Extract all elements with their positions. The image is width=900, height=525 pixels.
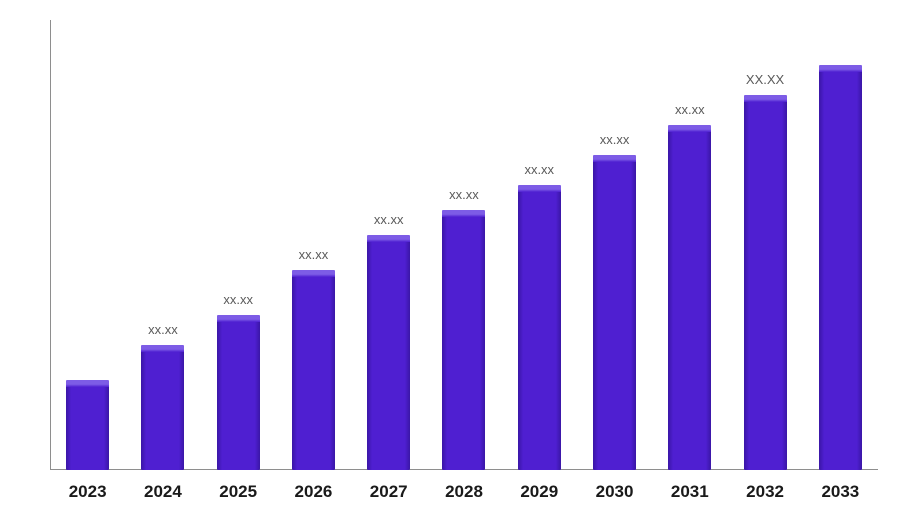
- bar-value-label: XX.XX: [746, 72, 784, 87]
- bar-slot: xx.xx: [502, 20, 577, 470]
- bar-cap: [217, 315, 260, 322]
- bar-slot: xx.xx: [351, 20, 426, 470]
- bar-chart: xx.xx xx.xx xx.xx xx.xx xx.xx xx.xx xx.xx xx.xx…: [0, 0, 900, 525]
- bar-value-label: xx.xx: [374, 212, 404, 227]
- bar-slot: xx.xx: [652, 20, 727, 470]
- bar: [668, 125, 711, 470]
- bar-face: [442, 217, 485, 470]
- bar-slot: XX.XX: [727, 20, 802, 470]
- x-axis-tick-label: 2026: [295, 482, 333, 502]
- bar: [819, 65, 862, 470]
- x-axis-tick-label: 2023: [69, 482, 107, 502]
- bar-cap: [442, 210, 485, 217]
- bar-cap: [668, 125, 711, 132]
- x-axis-tick-label: 2029: [520, 482, 558, 502]
- bar-face: [141, 352, 184, 470]
- x-axis-tick-label: 2025: [219, 482, 257, 502]
- bar: [66, 380, 109, 470]
- bar-cap: [819, 65, 862, 72]
- bar-slot: xx.xx: [426, 20, 501, 470]
- bar-value-label: xx.xx: [524, 162, 554, 177]
- bar-slot: [50, 20, 125, 470]
- bar-value-label: xx.xx: [299, 247, 329, 262]
- bar-cap: [593, 155, 636, 162]
- x-axis-tick-label: 2028: [445, 482, 483, 502]
- bar-face: [819, 72, 862, 470]
- bar-value-label: xx.xx: [148, 322, 178, 337]
- bar: [744, 95, 787, 470]
- bar-value-label: xx.xx: [675, 102, 705, 117]
- bar: [593, 155, 636, 470]
- bar-cap: [66, 380, 109, 387]
- bar-face: [593, 162, 636, 470]
- bar: [518, 185, 561, 470]
- bar-slot: xx.xx: [125, 20, 200, 470]
- bar-value-label: xx.xx: [600, 132, 630, 147]
- x-axis-tick-label: 2033: [821, 482, 859, 502]
- bar-face: [744, 102, 787, 470]
- bar: [367, 235, 410, 470]
- bar-face: [668, 132, 711, 470]
- bar: [141, 345, 184, 470]
- x-axis-tick-label: 2027: [370, 482, 408, 502]
- bar: [442, 210, 485, 470]
- bar-slot: [803, 20, 878, 470]
- x-axis-tick-label: 2032: [746, 482, 784, 502]
- bar-cap: [518, 185, 561, 192]
- bar-cap: [292, 270, 335, 277]
- bar-cap: [367, 235, 410, 242]
- x-axis-tick-label: 2030: [596, 482, 634, 502]
- bar-cap: [141, 345, 184, 352]
- bar-face: [66, 387, 109, 470]
- bar-face: [292, 277, 335, 470]
- x-axis-labels: 2023 2024 2025 2026 2027 2028 2029 2030 2031 2032…: [50, 470, 878, 525]
- bar: [217, 315, 260, 470]
- bar-face: [217, 322, 260, 470]
- x-axis-tick-label: 2024: [144, 482, 182, 502]
- bar-slot: xx.xx: [276, 20, 351, 470]
- bar-cap: [744, 95, 787, 102]
- bar-face: [518, 192, 561, 470]
- bars-container: xx.xx xx.xx xx.xx xx.xx xx.xx xx.xx xx.xx xx.xx…: [50, 20, 878, 470]
- bar-value-label: xx.xx: [223, 292, 253, 307]
- plot-area: xx.xx xx.xx xx.xx xx.xx xx.xx xx.xx xx.xx xx.xx…: [50, 20, 878, 470]
- bar-face: [367, 242, 410, 470]
- bar-slot: xx.xx: [201, 20, 276, 470]
- bar: [292, 270, 335, 470]
- bar-slot: xx.xx: [577, 20, 652, 470]
- bar-value-label: xx.xx: [449, 187, 479, 202]
- x-axis-tick-label: 2031: [671, 482, 709, 502]
